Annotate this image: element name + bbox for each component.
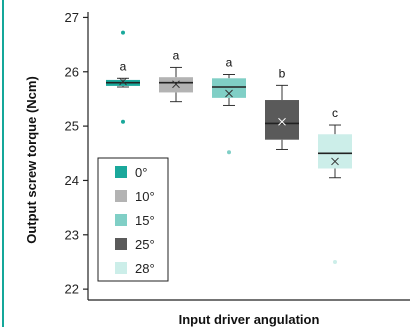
x-axis-title: Input driver angulation	[179, 312, 320, 327]
legend-label: 25°	[135, 237, 155, 252]
y-tick-label: 24	[65, 173, 79, 188]
outlier-point	[333, 259, 337, 264]
mean-marker	[278, 117, 286, 126]
y-tick-label: 25	[65, 119, 79, 134]
legend-box	[97, 157, 169, 282]
left-accent-rule	[2, 0, 4, 327]
significance-letter: c	[332, 106, 338, 120]
mean-marker	[172, 80, 180, 89]
legend-swatch	[115, 214, 127, 226]
box	[265, 100, 299, 140]
box	[212, 78, 246, 98]
y-tick-label: 23	[65, 227, 79, 242]
legend-label: 10°	[135, 189, 155, 204]
box-group: a	[106, 30, 140, 124]
box-group: a	[159, 48, 193, 103]
mean-marker	[119, 77, 127, 86]
significance-letter: b	[279, 66, 286, 80]
box-series: a a a b c	[106, 30, 352, 264]
outlier-point	[227, 150, 231, 155]
y-tick-label: 27	[65, 10, 79, 25]
y-tick-label: 22	[65, 282, 79, 297]
mean-marker	[225, 89, 233, 98]
outlier-point	[121, 30, 125, 35]
legend: 0° 10° 15° 25° 28°	[97, 157, 169, 282]
significance-letter: a	[226, 55, 233, 69]
y-tick-label: 26	[65, 64, 79, 79]
significance-letter: a	[173, 48, 180, 62]
mean-marker	[331, 157, 339, 166]
box-group: b	[265, 66, 299, 150]
legend-label: 15°	[135, 213, 155, 228]
legend-label: 28°	[135, 261, 155, 276]
legend-label: 0°	[135, 165, 147, 180]
legend-swatch	[115, 238, 127, 250]
significance-letter: a	[120, 59, 127, 73]
legend-swatch	[115, 166, 127, 178]
box	[318, 134, 352, 169]
legend-swatch	[115, 190, 127, 202]
axes: 22 23 24 25 26 27	[65, 10, 410, 301]
box-group: c	[318, 106, 352, 264]
legend-swatch	[115, 262, 127, 274]
y-axis-title: Output screw torque (Ncm)	[24, 76, 39, 244]
box-group: a	[212, 55, 246, 155]
outlier-point	[121, 119, 125, 124]
